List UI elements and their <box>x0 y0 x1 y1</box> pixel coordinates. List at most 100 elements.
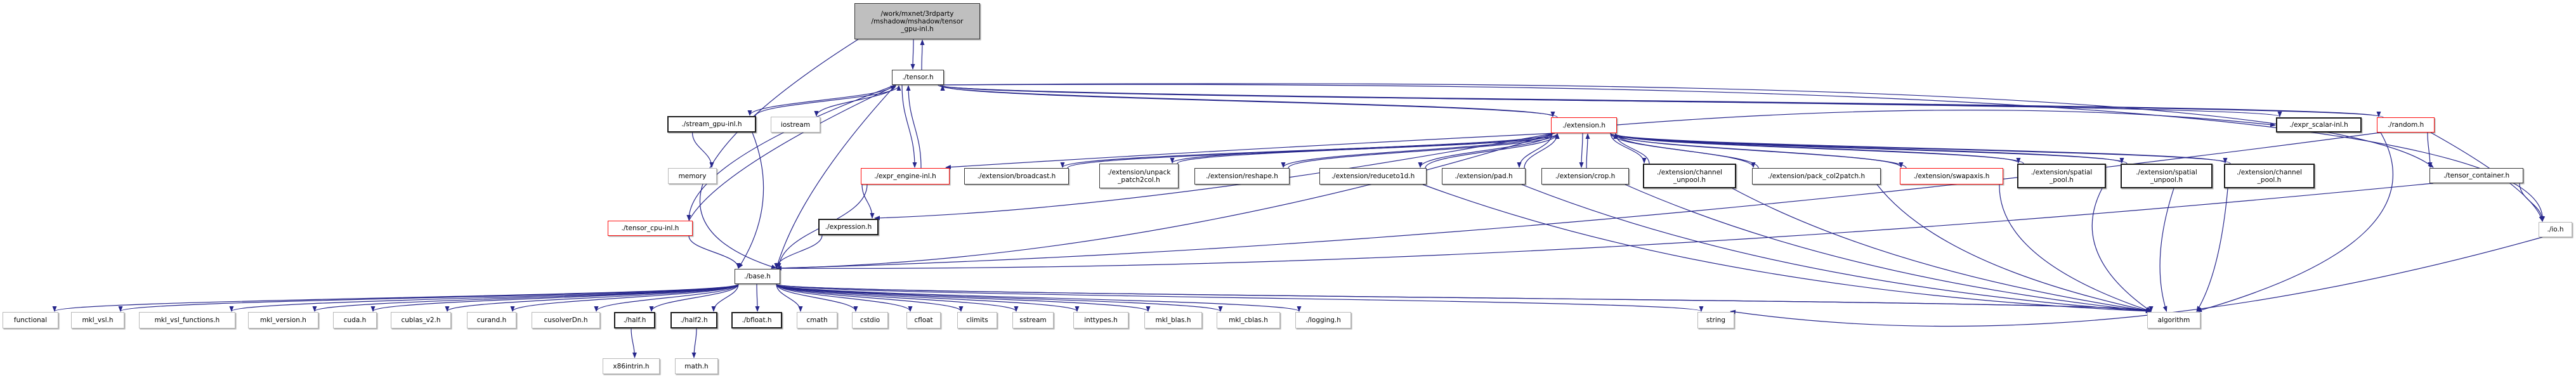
include-edge-ext_swapaxis-algorithm <box>1999 184 2152 312</box>
include-edge-base_h-cstdio <box>776 283 858 312</box>
graph-node-bfloat[interactable]: ./bfloat.h <box>731 312 782 328</box>
graph-node-ext_channel_unpool[interactable]: ./extension/channel _unpool.h <box>1643 164 1736 188</box>
graph-node-ext_unpack[interactable]: ./extension/unpack _patch2col.h <box>1099 164 1179 188</box>
graph-node-functional[interactable]: functional <box>3 312 58 328</box>
graph-node-cfloat[interactable]: cfloat <box>906 312 941 328</box>
include-edge-tensor_cpu-base_h <box>688 235 741 269</box>
include-edge-half2-math_h <box>691 328 697 358</box>
graph-node-x86intrin[interactable]: x86intrin.h <box>603 358 660 374</box>
graph-node-cstdio[interactable]: cstdio <box>852 312 888 328</box>
include-edge-half-x86intrin <box>631 328 637 358</box>
include-edge-base_h-mkl_blas <box>776 283 1151 312</box>
include-edge-extension_h-ext_reshape <box>1281 133 1553 168</box>
graph-node-mkl_version[interactable]: mkl_version.h <box>248 312 318 328</box>
include-edge-extension_h-ext_channel_pool <box>1610 133 2228 164</box>
include-edge-ext_pack_col2patch-algorithm <box>1876 184 2152 313</box>
graph-node-algorithm[interactable]: algorithm <box>2147 312 2200 328</box>
graph-node-tensor_container[interactable]: ./tensor_container.h <box>2429 168 2523 183</box>
graph-node-half2[interactable]: ./half2.h <box>670 312 717 328</box>
include-edge-base_h-cmath <box>776 283 803 312</box>
graph-node-extension_h[interactable]: ./extension.h <box>1551 117 1617 133</box>
include-edge-base_h-climits <box>776 283 964 312</box>
graph-node-iostream[interactable]: iostream <box>771 117 820 133</box>
include-edge-extension_h-ext_crop <box>1579 133 1584 168</box>
graph-node-memory[interactable]: memory <box>668 168 717 184</box>
include-edge-tensor_container-io_h <box>2519 183 2545 222</box>
graph-node-stream_gpu[interactable]: ./stream_gpu-inl.h <box>667 116 756 133</box>
include-edge-base_h-mkl_vsl_functions <box>229 283 739 312</box>
include-edge-stream_gpu-base_h <box>738 132 764 269</box>
graph-node-climits[interactable]: climits <box>957 312 997 328</box>
include-edge-tensor_h-extension_h <box>938 84 1555 117</box>
graph-node-curand[interactable]: curand.h <box>467 312 516 328</box>
include-edge-base_h-algorithm <box>776 283 2153 312</box>
graph-node-ext_spatial_unpool[interactable]: ./extension/spatial _unpool.h <box>2121 164 2213 188</box>
include-edge-random_h-algorithm <box>2196 132 2394 313</box>
include-edge-random_h-tensor_h <box>941 85 2384 118</box>
include-edge-tensor_h-stream_gpu <box>747 84 894 116</box>
graph-node-string[interactable]: string <box>1697 312 1734 328</box>
include-edge-base_h-mkl_version <box>312 283 739 312</box>
include-edge-ext_spatial_pool-algorithm <box>2091 188 2152 312</box>
graph-node-mkl_vsl_functions[interactable]: mkl_vsl_functions.h <box>139 312 235 328</box>
graph-node-ext_swapaxis[interactable]: ./extension/swapaxis.h <box>1900 168 2003 185</box>
graph-node-mkl_vsl[interactable]: mkl_vsl.h <box>71 312 124 328</box>
graph-node-math_h[interactable]: math.h <box>675 358 718 374</box>
include-edge-base_h-mkl_cblas <box>776 283 1223 312</box>
include-edge-base_h-cublas <box>445 283 739 312</box>
include-edge-base_h-cfloat <box>776 283 913 312</box>
graph-node-main[interactable]: /work/mxnet/3rdparty /mshadow/mshadow/te… <box>854 3 980 39</box>
graph-node-random_h[interactable]: ./random.h <box>2377 117 2435 133</box>
graph-node-cuda[interactable]: cuda.h <box>333 312 377 328</box>
graph-node-expr_scalar[interactable]: ./expr_scalar-inl.h <box>2276 117 2362 133</box>
graph-node-cusolver[interactable]: cusolverDn.h <box>532 312 600 328</box>
include-edge-ext_swapaxis-extension_h <box>1613 133 1907 169</box>
include-edge-extension_h-ext_reduceto1d <box>1418 133 1553 168</box>
include-edge-stream_gpu-memory <box>691 132 714 168</box>
include-edge-base_h-half2 <box>711 283 739 312</box>
graph-node-mkl_cblas[interactable]: mkl_cblas.h <box>1217 312 1280 328</box>
include-edge-extension_h-ext_unpack <box>1170 133 1553 164</box>
graph-node-mkl_blas[interactable]: mkl_blas.h <box>1144 312 1202 328</box>
include-edge-tensor_h-random_h <box>938 84 2381 117</box>
graph-node-logging[interactable]: ./logging.h <box>1295 312 1351 328</box>
include-edge-tensor_h-base_h <box>775 84 896 269</box>
include-edge-base_h-sstream <box>776 283 1019 312</box>
include-edge-base_h-inttypes <box>776 283 1080 312</box>
graph-node-ext_crop[interactable]: ./extension/crop.h <box>1541 168 1629 185</box>
include-edge-extension_h-expr_scalar <box>1616 110 2276 127</box>
graph-node-tensor_cpu[interactable]: ./tensor_cpu-inl.h <box>608 221 693 236</box>
include-edge-ext_reshape-extension_h <box>1288 133 1560 169</box>
include-edge-base_h-half <box>649 283 739 312</box>
graph-node-ext_reshape[interactable]: ./extension/reshape.h <box>1194 168 1290 185</box>
include-edge-tensor_container-base_h <box>776 183 2434 271</box>
include-edge-ext_crop-algorithm <box>1625 184 2152 313</box>
graph-node-io_h[interactable]: ./io.h <box>2539 222 2572 237</box>
graph-node-half[interactable]: ./half.h <box>614 312 655 328</box>
include-edge-ext_pad-extension_h <box>1524 133 1560 169</box>
include-edge-ext_reduceto1d-extension_h <box>1425 133 1560 169</box>
include-edge-ext_spatial_unpool-algorithm <box>2159 188 2174 312</box>
graph-node-tensor_h[interactable]: ./tensor.h <box>892 70 944 85</box>
graph-node-ext_reduceto1d[interactable]: ./extension/reduceto1d.h <box>1319 168 1427 185</box>
graph-node-expression_h[interactable]: ./expression.h <box>818 219 879 235</box>
graph-node-ext_channel_pool[interactable]: ./extension/channel _pool.h <box>2224 164 2315 188</box>
graph-node-inttypes[interactable]: inttypes.h <box>1073 312 1128 328</box>
include-edge-ext_spatial_pool-extension_h <box>1613 133 2024 164</box>
include-edge-tensor_h-expr_engine <box>901 84 917 168</box>
graph-node-cmath[interactable]: cmath <box>797 312 837 328</box>
include-edge-tensor_cpu-tensor_h <box>688 85 896 221</box>
graph-node-base_h[interactable]: ./base.h <box>735 269 780 284</box>
graph-node-ext_pack_col2patch[interactable]: ./extension/pack_col2patch.h <box>1752 168 1881 185</box>
graph-node-sstream[interactable]: sstream <box>1012 312 1054 328</box>
include-edge-ext_unpack-extension_h <box>1177 133 1560 164</box>
graph-node-ext_pad[interactable]: ./extension/pad.h <box>1442 168 1526 185</box>
include-edge-ext_channel_unpool-algorithm <box>1732 188 2152 313</box>
graph-node-ext_spatial_pool[interactable]: ./extension/spatial _pool.h <box>2017 164 2106 188</box>
include-edge-ext_pack_col2patch-extension_h <box>1613 133 1759 169</box>
graph-node-expr_engine[interactable]: ./expr_engine-inl.h <box>861 168 950 185</box>
graph-node-ext_broadcast[interactable]: ./extension/broadcast.h <box>964 168 1069 185</box>
graph-node-cublas[interactable]: cublas_v2.h <box>391 312 451 328</box>
include-edge-extension_h-ext_spatial_pool <box>1610 133 2021 164</box>
